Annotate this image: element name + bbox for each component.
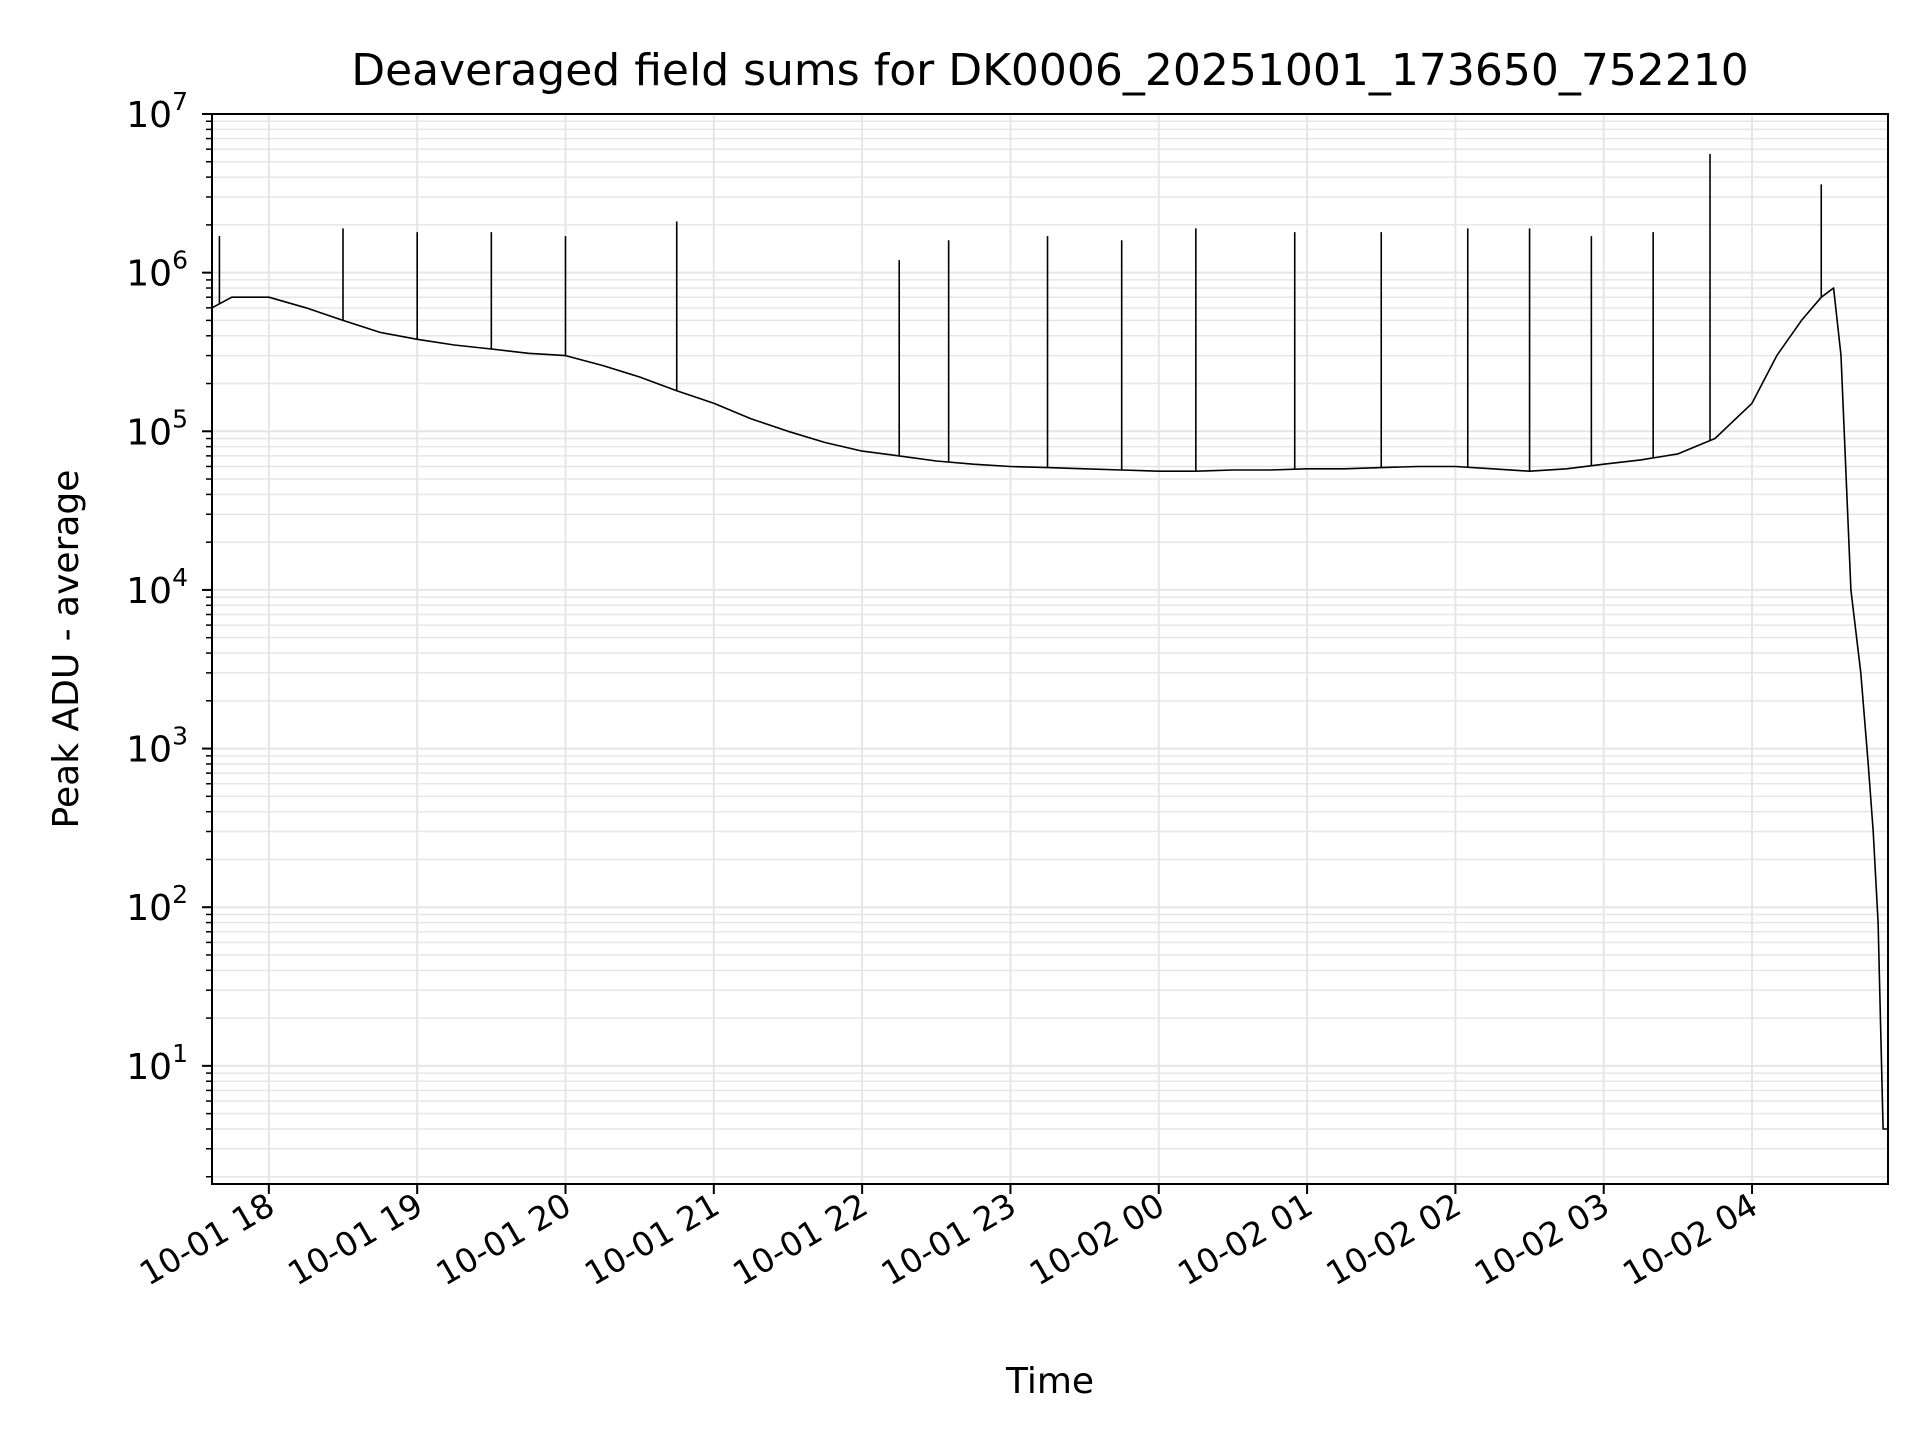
- y-tick-label: 101: [126, 1039, 188, 1088]
- y-tick-label-base: 10: [126, 571, 172, 612]
- y-tick-label-base: 10: [126, 95, 172, 136]
- y-tick-label-base: 10: [126, 730, 172, 771]
- y-tick-label-base: 10: [126, 888, 172, 929]
- plot-frame: [211, 113, 1889, 1185]
- y-tick-label: 107: [126, 87, 188, 136]
- y-tick-label: 103: [126, 722, 188, 771]
- y-tick-label: 105: [126, 404, 188, 453]
- x-axis-label: Time: [1005, 1361, 1094, 1402]
- y-tick-label-exponent: 1: [172, 1039, 188, 1068]
- grid: [212, 113, 1888, 1184]
- y-tick-label: 102: [126, 880, 188, 929]
- y-tick-label-exponent: 7: [172, 87, 188, 116]
- y-tick-label-exponent: 5: [172, 404, 188, 433]
- y-tick-label: 104: [126, 563, 188, 612]
- chart-title: Deaveraged field sums for DK0006_2025100…: [351, 45, 1749, 96]
- y-tick-label-exponent: 6: [172, 246, 188, 275]
- y-tick-label-exponent: 2: [172, 880, 188, 909]
- y-axis-label: Peak ADU - average: [46, 470, 87, 829]
- y-tick-label-exponent: 4: [172, 563, 188, 592]
- y-tick-label-exponent: 3: [172, 722, 188, 751]
- y-tick-label-base: 10: [126, 412, 172, 453]
- y-tick-label: 106: [126, 246, 188, 295]
- y-tick-label-base: 10: [126, 1047, 172, 1088]
- y-tick-label-base: 10: [126, 254, 172, 295]
- series-layer: [211, 153, 1888, 1130]
